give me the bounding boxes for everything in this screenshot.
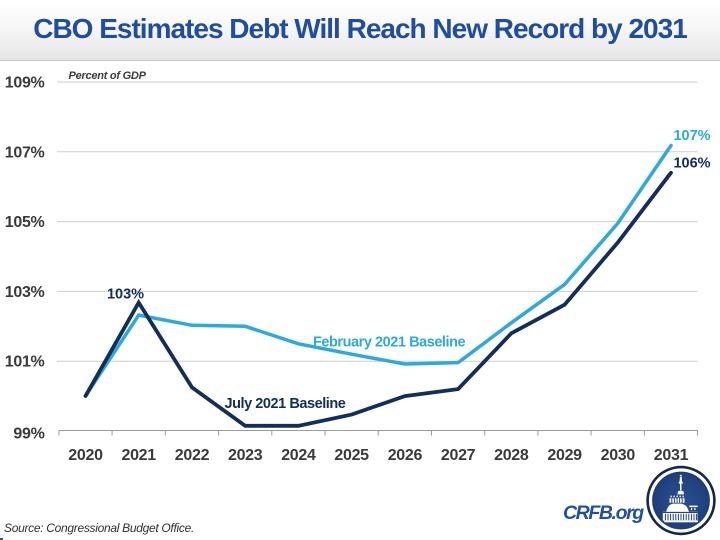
svg-text:106%: 106% (673, 156, 710, 172)
svg-text:2030: 2030 (601, 447, 636, 464)
svg-text:105%: 105% (5, 214, 45, 231)
svg-text:2031: 2031 (654, 447, 689, 464)
svg-text:103%: 103% (107, 287, 144, 303)
svg-text:2020: 2020 (68, 447, 103, 464)
svg-text:July 2021 Baseline: July 2021 Baseline (225, 396, 346, 412)
svg-text:103%: 103% (5, 284, 45, 301)
svg-text:107%: 107% (673, 128, 710, 144)
svg-text:99%: 99% (13, 425, 44, 442)
svg-text:February 2021 Baseline: February 2021 Baseline (313, 335, 465, 351)
svg-text:107%: 107% (5, 144, 45, 161)
svg-text:2027: 2027 (441, 447, 476, 464)
svg-text:2022: 2022 (175, 447, 210, 464)
svg-text:2023: 2023 (228, 447, 263, 464)
svg-text:109%: 109% (5, 75, 45, 92)
svg-text:Percent of GDP: Percent of GDP (69, 70, 147, 82)
svg-text:2026: 2026 (388, 447, 423, 464)
svg-text:101%: 101% (5, 354, 45, 371)
svg-text:2029: 2029 (547, 447, 582, 464)
svg-text:2024: 2024 (281, 447, 316, 464)
svg-text:2028: 2028 (494, 447, 529, 464)
svg-text:2021: 2021 (121, 447, 156, 464)
svg-text:2025: 2025 (334, 447, 369, 464)
